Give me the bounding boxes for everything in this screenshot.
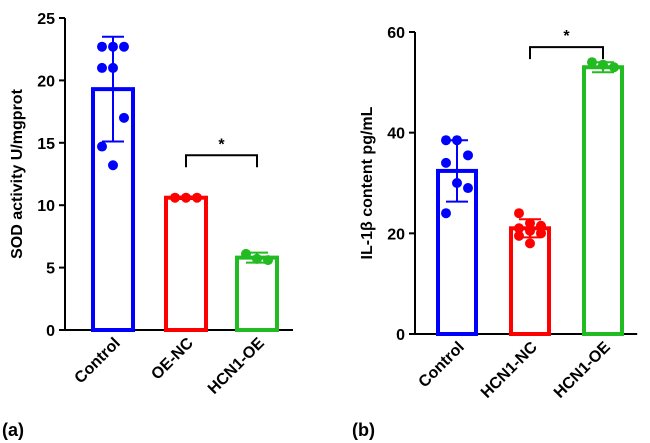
y-tick-label: 25 <box>37 11 55 28</box>
data-point <box>119 41 129 52</box>
data-point <box>525 238 535 249</box>
y-tick-label: 0 <box>46 323 55 340</box>
y-tick-label: 15 <box>37 136 55 153</box>
data-point <box>441 208 451 219</box>
data-point <box>97 141 107 152</box>
y-tick-label: 60 <box>387 25 405 42</box>
data-point <box>263 255 273 266</box>
data-point <box>241 248 251 259</box>
data-point <box>192 192 202 203</box>
panel-label: (b) <box>352 420 375 440</box>
data-point <box>97 62 107 73</box>
y-axis-label: IL-1β content pg/mL <box>359 106 376 259</box>
significance-bracket <box>185 154 258 168</box>
data-point <box>514 208 524 219</box>
y-tick-label: 5 <box>46 261 55 278</box>
data-point <box>108 160 118 171</box>
y-tick-label: 40 <box>387 126 405 143</box>
x-tick-label: HCN1-NC <box>478 338 541 401</box>
data-point <box>181 192 191 203</box>
y-tick-label: 0 <box>396 327 405 344</box>
data-point <box>108 41 118 52</box>
data-point <box>452 135 462 146</box>
data-point <box>536 228 546 239</box>
data-point <box>463 183 473 194</box>
y-tick-label: 10 <box>37 198 55 215</box>
bar <box>235 255 279 332</box>
data-point <box>525 218 535 229</box>
data-point <box>587 57 597 68</box>
y-tick-label: 20 <box>37 73 55 90</box>
x-tick-label: HCN1-OE <box>205 335 268 398</box>
bar <box>509 226 551 336</box>
data-point <box>514 230 524 241</box>
data-point <box>536 220 546 231</box>
x-tick-label: Control <box>72 335 124 387</box>
data-point <box>609 62 619 73</box>
bar <box>164 195 208 332</box>
data-point <box>441 135 451 146</box>
panel-label: (a) <box>2 420 24 440</box>
significance-label: * <box>563 28 570 45</box>
significance-label: * <box>218 136 225 153</box>
x-tick-label: Control <box>416 339 468 391</box>
data-point <box>119 112 129 123</box>
data-point <box>108 62 118 73</box>
data-point <box>598 59 608 70</box>
data-point <box>463 150 473 161</box>
x-tick-label: OE-NC <box>148 334 197 383</box>
data-point <box>514 223 524 234</box>
y-axis-label: SOD activity U/mgprot <box>9 88 26 258</box>
significance-bracket <box>529 46 604 60</box>
x-tick-label: HCN1-OE <box>551 339 614 402</box>
data-point <box>170 192 180 203</box>
data-point <box>97 41 107 52</box>
data-point <box>252 253 262 264</box>
data-point <box>525 225 535 236</box>
data-point <box>441 157 451 168</box>
bar <box>582 65 624 336</box>
data-point <box>452 178 462 188</box>
y-tick-label: 20 <box>387 226 405 243</box>
